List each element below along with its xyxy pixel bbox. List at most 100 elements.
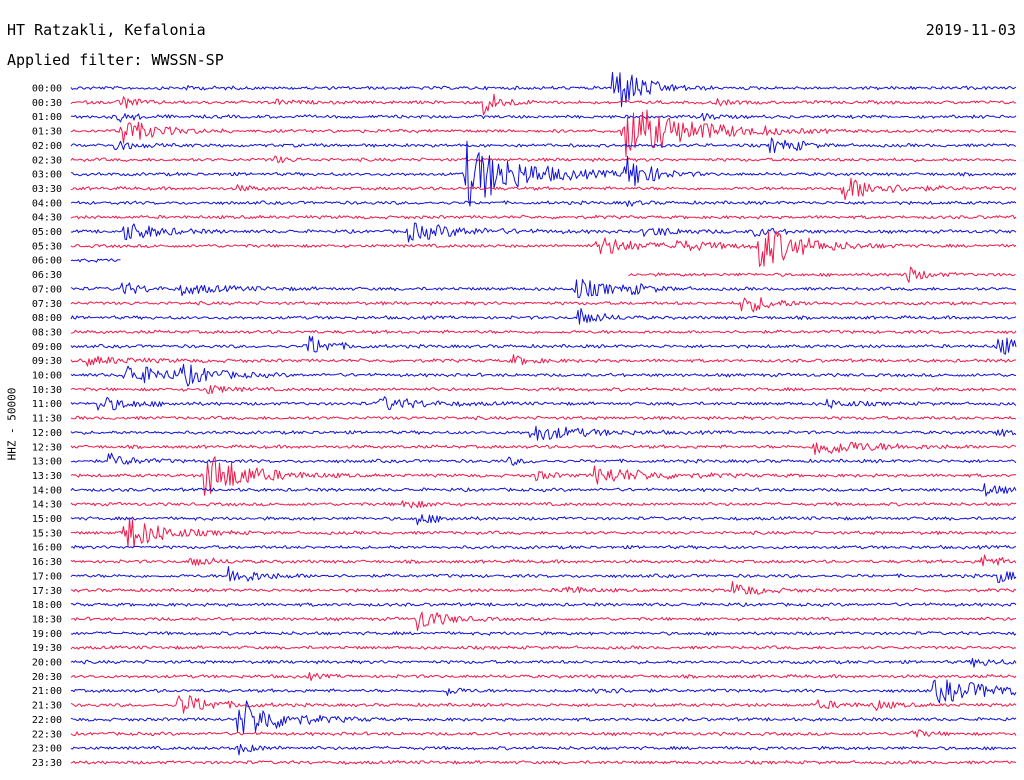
time-tick-label: 12:30: [32, 442, 62, 453]
seismic-trace: [71, 140, 1017, 207]
time-tick-label: 04:30: [32, 213, 62, 224]
seismic-trace: [70, 396, 1017, 411]
seismic-trace: [70, 230, 1017, 267]
time-tick-label: 18:00: [32, 600, 62, 611]
time-tick-label: 01:30: [32, 127, 62, 138]
seismic-trace: [70, 177, 1017, 201]
time-tick-label: 10:30: [32, 385, 62, 396]
seismic-trace: [70, 695, 1017, 714]
seismic-trace: [70, 363, 1017, 387]
time-tick-label: 00:30: [32, 98, 62, 109]
seismic-trace: [70, 200, 1017, 207]
seismic-trace: [70, 415, 1017, 421]
seismic-trace: [70, 602, 1017, 607]
seismic-trace: [70, 611, 1017, 631]
seismic-trace: [70, 554, 1017, 567]
time-tick-label: 08:00: [32, 313, 62, 324]
seismic-trace: [70, 517, 1017, 548]
seismic-trace: [70, 329, 1017, 335]
time-tick-label: 03:30: [32, 184, 62, 195]
seismic-trace: [70, 109, 1017, 157]
time-tick-label: 10:00: [32, 371, 62, 382]
station-title: HT Ratzakli, Kefalonia: [7, 21, 206, 39]
seismic-trace: [70, 222, 1017, 243]
time-tick-label: 22:30: [32, 729, 62, 740]
seismic-trace: [70, 385, 1017, 395]
seismic-trace: [70, 425, 1017, 441]
seismic-trace: [70, 297, 1017, 313]
time-tick-label: 06:30: [32, 270, 62, 281]
time-tick-label: 17:00: [32, 571, 62, 582]
time-tick-label: 13:00: [32, 457, 62, 468]
time-tick-label: 23:00: [32, 744, 62, 755]
seismic-trace: [70, 544, 1017, 550]
seismic-trace: [70, 214, 1017, 220]
seismic-trace: [628, 266, 1016, 283]
seismic-trace: [70, 137, 1017, 154]
seismic-trace: [71, 112, 1017, 123]
time-tick-label: 09:30: [32, 356, 62, 367]
time-tick-label: 06:00: [32, 256, 62, 267]
time-tick-label: 16:00: [32, 543, 62, 554]
time-tick-label: 16:30: [32, 557, 62, 568]
time-tick-label: 21:30: [32, 701, 62, 712]
seismic-trace: [70, 93, 1016, 116]
time-tick-label: 12:00: [32, 428, 62, 439]
seismic-trace: [70, 514, 1016, 526]
time-tick-label: 00:00: [32, 84, 62, 95]
seismic-trace: [70, 760, 1017, 765]
time-tick-label: 09:00: [32, 342, 62, 353]
time-tick-label: 07:00: [32, 284, 62, 295]
time-tick-label: 04:00: [32, 198, 62, 209]
time-tick-label: 11:00: [32, 399, 62, 410]
seismic-trace: [70, 441, 1017, 455]
seismic-trace: [70, 308, 1017, 325]
time-tick-label: 17:30: [32, 586, 62, 597]
time-tick-label: 08:30: [32, 327, 62, 338]
seismic-trace: [70, 658, 1017, 668]
time-tick-label: 15:00: [32, 514, 62, 525]
seismic-trace: [70, 354, 1016, 367]
time-tick-label: 11:30: [32, 414, 62, 425]
seismic-trace: [70, 278, 1017, 299]
time-tick-label: 20:00: [32, 658, 62, 669]
time-tick-label: 20:30: [32, 672, 62, 683]
seismic-trace: [70, 581, 1017, 595]
seismic-trace: [70, 672, 1017, 681]
time-tick-label: 19:30: [32, 643, 62, 654]
time-tick-label: 14:30: [32, 500, 62, 511]
time-tick-label: 02:00: [32, 141, 62, 152]
seismic-trace: [70, 155, 1017, 164]
plot-date: 2019-11-03: [925, 21, 1016, 39]
seismic-trace: [70, 258, 121, 263]
time-tick-label: 18:30: [32, 614, 62, 625]
seismic-trace: [70, 452, 1017, 466]
time-tick-label: 07:30: [32, 299, 62, 310]
time-tick-label: 03:00: [32, 170, 62, 181]
time-tick-label: 14:00: [32, 485, 62, 496]
time-tick-label: 05:00: [32, 227, 62, 238]
seismic-trace: [70, 729, 1017, 738]
seismic-trace: [70, 335, 1017, 355]
time-tick-label: 01:00: [32, 112, 62, 123]
seismic-trace: [70, 700, 1017, 735]
seismic-trace: [70, 679, 1017, 704]
time-tick-label: 23:30: [32, 758, 62, 769]
seismic-trace: [70, 566, 1017, 583]
time-tick-label: 02:30: [32, 155, 62, 166]
seismic-trace: [70, 631, 1017, 636]
time-tick-label: 19:00: [32, 629, 62, 640]
time-tick-label: 22:00: [32, 715, 62, 726]
seismic-trace: [70, 71, 1017, 108]
time-tick-label: 21:00: [32, 686, 62, 697]
seismic-trace: [70, 645, 1017, 650]
filter-label: Applied filter: WWSSN-SP: [7, 51, 224, 69]
seismic-trace: [70, 483, 1017, 497]
time-tick-label: 05:30: [32, 241, 62, 252]
seismic-trace: [70, 743, 1017, 756]
seismic-trace: [70, 500, 1017, 509]
time-tick-label: 15:30: [32, 528, 62, 539]
seismic-trace: [70, 456, 1017, 496]
time-tick-label: 13:30: [32, 471, 62, 482]
